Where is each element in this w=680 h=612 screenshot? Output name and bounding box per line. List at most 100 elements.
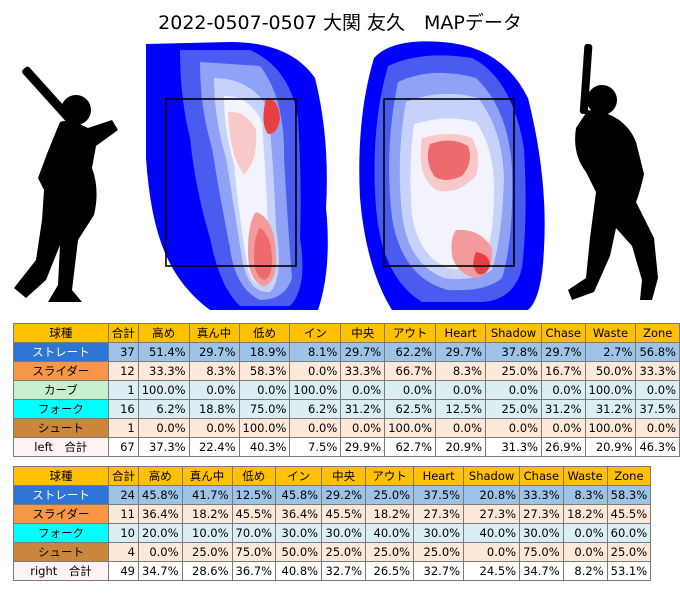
page-title: 2022-0507-0507 大関 友久 MAPデータ bbox=[158, 12, 522, 34]
column-header: 合計 bbox=[107, 323, 139, 343]
pitch-type-label: ストレート bbox=[13, 342, 109, 362]
table-cell: 31.3% bbox=[485, 437, 542, 457]
table-row: right 合計 49 34.7% 28.6% 36.7% 40.8% 32.7% 26.5%… bbox=[13, 561, 652, 581]
table-cell: 32.7% bbox=[321, 561, 367, 581]
table-cell: 27.3% bbox=[463, 504, 521, 524]
table-cell: 0.0% bbox=[238, 380, 291, 400]
table-cell: 8.3% bbox=[188, 361, 240, 381]
table-cell: 51.4% bbox=[137, 342, 190, 362]
table-cell: 40.0% bbox=[365, 523, 415, 543]
table-row: シュート 1 0.0% 0.0% 100.0% 0.0% 0.0% 100.0% 0.0% 0.0… bbox=[13, 418, 680, 438]
table-cell: 100.0% bbox=[137, 380, 190, 400]
left-batter-silhouette bbox=[14, 66, 118, 302]
table-cell: 25.0% bbox=[365, 485, 415, 505]
table-row: フォーク 16 6.2% 18.8% 75.0% 6.2% 31.2% 62.5% 12.5% 2… bbox=[13, 399, 680, 419]
table-cell: 100.0% bbox=[238, 418, 291, 438]
column-header: イン bbox=[289, 323, 342, 343]
table-cell: 0.0% bbox=[384, 380, 437, 400]
table-row: フォーク 10 20.0% 10.0% 70.0% 30.0% 30.0% 40.0% 30.0… bbox=[13, 523, 652, 543]
table-cell: 31.2% bbox=[340, 399, 386, 419]
table-cell: 10.0% bbox=[181, 523, 233, 543]
table-cell: 8.1% bbox=[289, 342, 342, 362]
table-cell: 25.0% bbox=[485, 399, 542, 419]
table-cell: 12.5% bbox=[231, 485, 277, 505]
table-row: カーブ 1 100.0% 0.0% 0.0% 100.0% 0.0% 0.0% 0.0% 0.0%… bbox=[13, 380, 680, 400]
column-header: Shadow bbox=[463, 466, 521, 486]
table-cell: 50.0% bbox=[584, 361, 637, 381]
table-cell: 20.9% bbox=[584, 437, 637, 457]
right-batter-silhouette bbox=[568, 44, 658, 300]
column-header: 中央 bbox=[340, 323, 386, 343]
column-header: 高め bbox=[138, 466, 183, 486]
table-cell: 66.7% bbox=[384, 361, 437, 381]
table-cell: 7.5% bbox=[289, 437, 342, 457]
table-cell: 1 bbox=[107, 418, 139, 438]
table-cell: 26.5% bbox=[365, 561, 415, 581]
table-row: スライダー 12 33.3% 8.3% 58.3% 0.0% 33.3% 66.7% 8.3% 2… bbox=[13, 361, 680, 381]
table-cell: 0.0% bbox=[188, 380, 240, 400]
table-cell: 0.0% bbox=[562, 542, 608, 562]
column-header: 中央 bbox=[321, 466, 367, 486]
table-cell: 62.5% bbox=[384, 399, 437, 419]
right-heatmap bbox=[359, 41, 545, 310]
table-cell: 29.7% bbox=[340, 342, 386, 362]
table-cell: 58.3% bbox=[238, 361, 291, 381]
table-cell: 8.3% bbox=[435, 361, 487, 381]
table-cell: 20.9% bbox=[435, 437, 487, 457]
table-row: スライダー 11 36.4% 18.2% 45.5% 36.4% 45.5% 18.2% 27.… bbox=[13, 504, 652, 524]
table-cell: 37.5% bbox=[635, 399, 680, 419]
table-cell: 25.0% bbox=[413, 542, 465, 562]
table-cell: 29.7% bbox=[541, 342, 586, 362]
pitch-table-left: 球種 合計 高め 真ん中 低め イン 中央 アウト Heart Shadow Chase Waste Z… bbox=[13, 323, 680, 457]
table-cell: 53.1% bbox=[606, 561, 652, 581]
column-header: 真ん中 bbox=[188, 323, 240, 343]
pitch-type-label: right 合計 bbox=[13, 561, 109, 581]
table-cell: 37 bbox=[107, 342, 139, 362]
table-cell: 45.8% bbox=[275, 485, 323, 505]
table-cell: 75.0% bbox=[238, 399, 291, 419]
table-cell: 0.0% bbox=[485, 418, 542, 438]
table-cell: 8.3% bbox=[562, 485, 608, 505]
table-cell: 0.0% bbox=[340, 380, 386, 400]
column-header: 低め bbox=[238, 323, 291, 343]
table-cell: 100.0% bbox=[384, 418, 437, 438]
table-cell: 20.8% bbox=[463, 485, 521, 505]
column-header: Zone bbox=[606, 466, 652, 486]
pitch-type-label: スライダー bbox=[13, 361, 109, 381]
table-cell: 31.2% bbox=[584, 399, 637, 419]
table-cell: 29.9% bbox=[340, 437, 386, 457]
table-cell: 34.7% bbox=[138, 561, 183, 581]
column-header: 合計 bbox=[108, 466, 139, 486]
table-cell: 67 bbox=[107, 437, 139, 457]
table-cell: 40.3% bbox=[238, 437, 291, 457]
table-cell: 29.7% bbox=[435, 342, 487, 362]
column-header: 真ん中 bbox=[181, 466, 233, 486]
table-cell: 30.0% bbox=[413, 523, 465, 543]
pitch-type-label: ストレート bbox=[13, 485, 109, 505]
column-header: 高め bbox=[137, 323, 190, 343]
table-cell: 18.2% bbox=[562, 504, 608, 524]
left-header-row: 球種 合計 高め 真ん中 低め イン 中央 アウト Heart Shadow Chase Waste Z… bbox=[13, 323, 680, 343]
table-cell: 0.0% bbox=[562, 523, 608, 543]
heat-layer-7 bbox=[254, 228, 272, 280]
right-header-row: 球種 合計 高め 真ん中 低め イン 中央 アウト Heart Shadow Chase Waste Z… bbox=[13, 466, 652, 486]
table-cell: 25.0% bbox=[485, 361, 542, 381]
column-header: Shadow bbox=[485, 323, 542, 343]
table-cell: 25.0% bbox=[321, 542, 367, 562]
table-cell: 37.8% bbox=[485, 342, 542, 362]
pitch-type-label: スライダー bbox=[13, 504, 109, 524]
table-cell: 30.0% bbox=[321, 523, 367, 543]
pitch-type-label: フォーク bbox=[13, 523, 109, 543]
column-header: Waste bbox=[584, 323, 637, 343]
column-header: 低め bbox=[231, 466, 277, 486]
column-header: Waste bbox=[562, 466, 608, 486]
column-header: 球種 bbox=[13, 323, 109, 343]
table-cell: 62.7% bbox=[384, 437, 437, 457]
pitch-type-label: カーブ bbox=[13, 380, 109, 400]
table-cell: 6.2% bbox=[289, 399, 342, 419]
table-cell: 0.0% bbox=[188, 418, 240, 438]
pitch-type-label: シュート bbox=[13, 542, 109, 562]
strike-zone-left bbox=[165, 98, 297, 267]
table-cell: 0.0% bbox=[138, 542, 183, 562]
table-cell: 25.0% bbox=[365, 542, 415, 562]
